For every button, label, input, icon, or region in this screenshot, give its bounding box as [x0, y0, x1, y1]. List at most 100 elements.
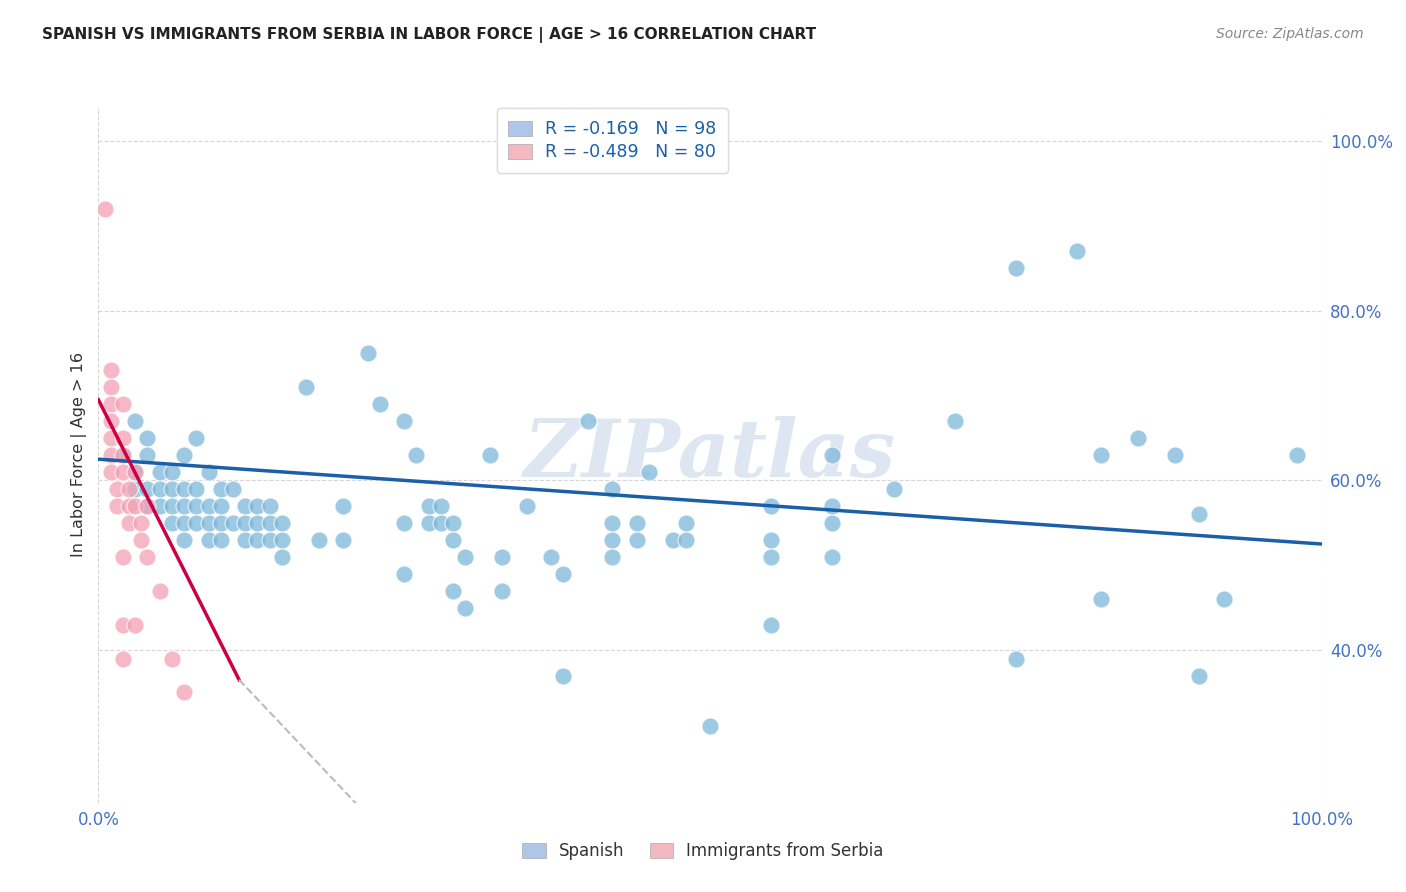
- Point: [209, 516, 232, 530]
- Point: [246, 499, 269, 513]
- Point: [1066, 244, 1088, 259]
- Point: [332, 533, 354, 547]
- Point: [1090, 592, 1112, 607]
- Point: [392, 414, 416, 428]
- Point: [430, 499, 453, 513]
- Point: [662, 533, 685, 547]
- Point: [233, 516, 256, 530]
- Point: [111, 651, 134, 665]
- Point: [222, 516, 245, 530]
- Point: [246, 516, 269, 530]
- Point: [576, 414, 599, 428]
- Point: [600, 549, 623, 564]
- Point: [441, 516, 464, 530]
- Point: [233, 499, 256, 513]
- Point: [821, 516, 844, 530]
- Point: [186, 482, 208, 496]
- Point: [100, 431, 122, 445]
- Point: [149, 583, 172, 598]
- Point: [761, 533, 783, 547]
- Point: [1090, 448, 1112, 462]
- Point: [105, 482, 128, 496]
- Point: [111, 617, 134, 632]
- Point: [111, 465, 134, 479]
- Point: [821, 549, 844, 564]
- Point: [100, 414, 122, 428]
- Point: [149, 465, 172, 479]
- Point: [209, 499, 232, 513]
- Point: [118, 516, 141, 530]
- Point: [124, 617, 146, 632]
- Point: [540, 549, 562, 564]
- Point: [454, 549, 477, 564]
- Point: [332, 499, 354, 513]
- Point: [136, 499, 159, 513]
- Point: [111, 431, 134, 445]
- Point: [124, 465, 146, 479]
- Point: [675, 516, 697, 530]
- Text: SPANISH VS IMMIGRANTS FROM SERBIA IN LABOR FORCE | AGE > 16 CORRELATION CHART: SPANISH VS IMMIGRANTS FROM SERBIA IN LAB…: [42, 27, 817, 43]
- Point: [186, 499, 208, 513]
- Point: [136, 431, 159, 445]
- Point: [308, 533, 330, 547]
- Point: [1128, 431, 1150, 445]
- Point: [441, 583, 464, 598]
- Text: Source: ZipAtlas.com: Source: ZipAtlas.com: [1216, 27, 1364, 41]
- Point: [553, 566, 575, 581]
- Point: [259, 533, 281, 547]
- Point: [160, 465, 183, 479]
- Legend: R = -0.169   N = 98, R = -0.489   N = 80: R = -0.169 N = 98, R = -0.489 N = 80: [496, 109, 728, 173]
- Point: [93, 202, 115, 216]
- Point: [173, 499, 195, 513]
- Point: [124, 414, 146, 428]
- Point: [418, 516, 440, 530]
- Point: [270, 549, 294, 564]
- Point: [100, 363, 122, 377]
- Point: [136, 448, 159, 462]
- Point: [1004, 651, 1026, 665]
- Text: ZIPatlas: ZIPatlas: [524, 417, 896, 493]
- Point: [553, 668, 575, 682]
- Point: [761, 549, 783, 564]
- Point: [515, 499, 537, 513]
- Point: [821, 499, 844, 513]
- Point: [173, 516, 195, 530]
- Point: [491, 549, 513, 564]
- Point: [209, 482, 232, 496]
- Point: [637, 465, 661, 479]
- Point: [105, 499, 128, 513]
- Point: [491, 583, 513, 598]
- Point: [675, 533, 697, 547]
- Y-axis label: In Labor Force | Age > 16: In Labor Force | Age > 16: [72, 352, 87, 558]
- Point: [430, 516, 453, 530]
- Point: [186, 516, 208, 530]
- Point: [118, 499, 141, 513]
- Point: [883, 482, 905, 496]
- Point: [111, 448, 134, 462]
- Point: [392, 516, 416, 530]
- Point: [124, 482, 146, 496]
- Point: [197, 499, 219, 513]
- Point: [270, 533, 294, 547]
- Point: [197, 516, 219, 530]
- Point: [209, 533, 232, 547]
- Point: [160, 651, 183, 665]
- Point: [478, 448, 501, 462]
- Point: [197, 465, 219, 479]
- Point: [600, 516, 623, 530]
- Point: [392, 566, 416, 581]
- Point: [1188, 508, 1211, 522]
- Point: [1212, 592, 1234, 607]
- Point: [356, 346, 378, 360]
- Point: [295, 380, 318, 394]
- Point: [160, 482, 183, 496]
- Point: [626, 516, 648, 530]
- Point: [111, 448, 134, 462]
- Point: [100, 380, 122, 394]
- Point: [454, 600, 477, 615]
- Point: [821, 448, 844, 462]
- Point: [1164, 448, 1187, 462]
- Point: [173, 685, 195, 699]
- Point: [441, 533, 464, 547]
- Point: [259, 499, 281, 513]
